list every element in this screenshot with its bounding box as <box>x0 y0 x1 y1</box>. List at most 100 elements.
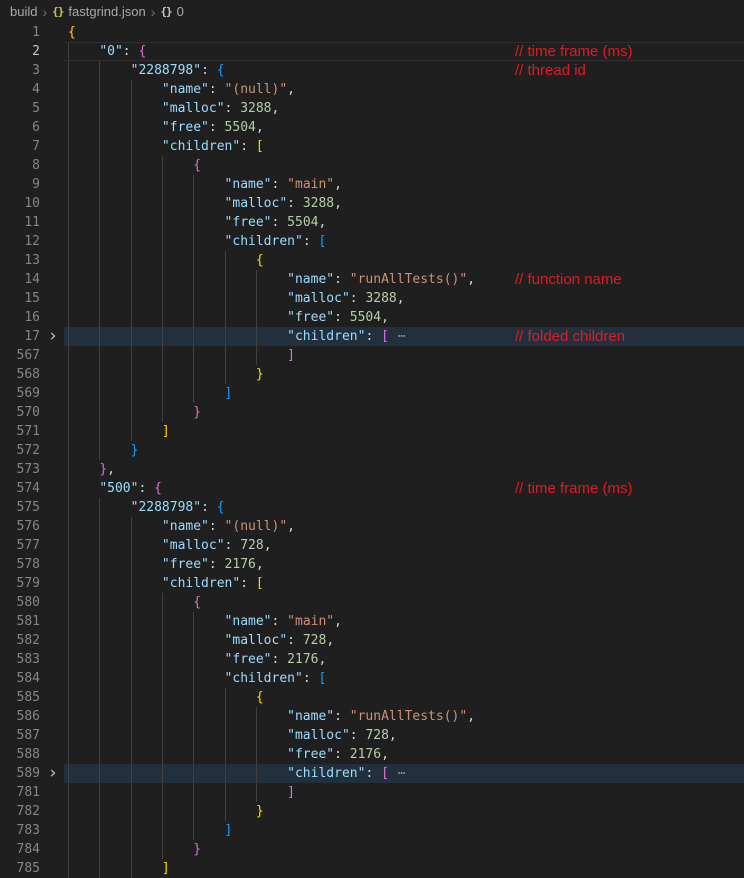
line-number[interactable]: 782 <box>16 804 40 819</box>
indent-guide <box>99 137 101 156</box>
line-number[interactable]: 15 <box>24 291 40 306</box>
code-line-7[interactable]: 7 "children": [ <box>0 137 744 156</box>
code-line-570[interactable]: 570 } <box>0 403 744 422</box>
line-number[interactable]: 7 <box>32 139 40 154</box>
code-line-3[interactable]: 3 "2288798": {// thread id <box>0 61 744 80</box>
code-line-567[interactable]: 567 ] <box>0 346 744 365</box>
editor[interactable]: 1{2 "0": {// time frame (ms) 3 "2288798":… <box>0 23 744 878</box>
code-line-581[interactable]: 581 "name": "main", <box>0 612 744 631</box>
code-line-1[interactable]: 1{ <box>0 23 744 42</box>
code-line-576[interactable]: 576 "name": "(null)", <box>0 517 744 536</box>
line-number[interactable]: 582 <box>16 633 40 648</box>
indent-guide <box>130 612 132 631</box>
code-line-573[interactable]: 573 }, <box>0 460 744 479</box>
code-line-587[interactable]: 587 "malloc": 728, <box>0 726 744 745</box>
fold-chevron-icon[interactable]: › <box>49 326 57 346</box>
code-line-782[interactable]: 782 } <box>0 802 744 821</box>
line-number[interactable]: 585 <box>16 690 40 705</box>
line-number[interactable]: 584 <box>16 671 40 686</box>
code-line-6[interactable]: 6 "free": 5504, <box>0 118 744 137</box>
code-line-578[interactable]: 578 "free": 2176, <box>0 555 744 574</box>
code-line-4[interactable]: 4 "name": "(null)", <box>0 80 744 99</box>
line-number[interactable]: 580 <box>16 595 40 610</box>
code-line-574[interactable]: 574 "500": {// time frame (ms) <box>0 479 744 498</box>
indent-guide <box>161 612 163 631</box>
code-line-583[interactable]: 583 "free": 2176, <box>0 650 744 669</box>
code-line-781[interactable]: 781 ] <box>0 783 744 802</box>
line-number[interactable]: 10 <box>24 196 40 211</box>
code-line-584[interactable]: 584 "children": [ <box>0 669 744 688</box>
line-number[interactable]: 578 <box>16 557 40 572</box>
line-number[interactable]: 12 <box>24 234 40 249</box>
line-number[interactable]: 784 <box>16 842 40 857</box>
code-line-585[interactable]: 585 { <box>0 688 744 707</box>
code-line-580[interactable]: 580 { <box>0 593 744 612</box>
code-text: "free": 5504, <box>68 308 389 327</box>
code-line-17[interactable]: 17 › "children": [ ⋯ // folded children <box>0 327 744 346</box>
line-number[interactable]: 4 <box>32 82 40 97</box>
line-number[interactable]: 570 <box>16 405 40 420</box>
code-line-577[interactable]: 577 "malloc": 728, <box>0 536 744 555</box>
line-number[interactable]: 581 <box>16 614 40 629</box>
code-line-9[interactable]: 9 "name": "main", <box>0 175 744 194</box>
line-number[interactable]: 569 <box>16 386 40 401</box>
breadcrumb-item-filename[interactable]: fastgrind.json <box>68 4 146 19</box>
code-line-579[interactable]: 579 "children": [ <box>0 574 744 593</box>
line-number[interactable]: 588 <box>16 747 40 762</box>
line-number[interactable]: 2 <box>32 44 40 59</box>
line-number[interactable]: 567 <box>16 348 40 363</box>
line-number[interactable]: 589 <box>16 766 40 781</box>
indent-guide <box>130 669 132 688</box>
code-line-588[interactable]: 588 "free": 2176, <box>0 745 744 764</box>
fold-chevron-icon[interactable]: › <box>49 763 57 783</box>
line-number[interactable]: 572 <box>16 443 40 458</box>
line-number[interactable]: 579 <box>16 576 40 591</box>
code-line-5[interactable]: 5 "malloc": 3288, <box>0 99 744 118</box>
code-line-11[interactable]: 11 "free": 5504, <box>0 213 744 232</box>
line-number[interactable]: 568 <box>16 367 40 382</box>
code-line-568[interactable]: 568 } <box>0 365 744 384</box>
line-number[interactable]: 576 <box>16 519 40 534</box>
line-number[interactable]: 1 <box>32 25 40 40</box>
code-line-582[interactable]: 582 "malloc": 728, <box>0 631 744 650</box>
line-number[interactable]: 6 <box>32 120 40 135</box>
code-line-783[interactable]: 783 ] <box>0 821 744 840</box>
line-number[interactable]: 571 <box>16 424 40 439</box>
line-number[interactable]: 574 <box>16 481 40 496</box>
line-number[interactable]: 5 <box>32 101 40 116</box>
line-number[interactable]: 8 <box>32 158 40 173</box>
breadcrumb-item-build[interactable]: build <box>10 4 38 19</box>
line-number[interactable]: 14 <box>24 272 40 287</box>
code-line-13[interactable]: 13 { <box>0 251 744 270</box>
code-line-571[interactable]: 571 ] <box>0 422 744 441</box>
code-line-784[interactable]: 784 } <box>0 840 744 859</box>
line-number[interactable]: 577 <box>16 538 40 553</box>
line-number[interactable]: 17 <box>24 329 40 344</box>
code-line-15[interactable]: 15 "malloc": 3288, <box>0 289 744 308</box>
line-number[interactable]: 783 <box>16 823 40 838</box>
code-line-2[interactable]: 2 "0": {// time frame (ms) <box>0 42 744 61</box>
line-number[interactable]: 781 <box>16 785 40 800</box>
code-line-12[interactable]: 12 "children": [ <box>0 232 744 251</box>
code-line-14[interactable]: 14 "name": "runAllTests()", // function n… <box>0 270 744 289</box>
line-number[interactable]: 573 <box>16 462 40 477</box>
line-number[interactable]: 586 <box>16 709 40 724</box>
code-line-586[interactable]: 586 "name": "runAllTests()", <box>0 707 744 726</box>
code-line-569[interactable]: 569 ] <box>0 384 744 403</box>
code-line-589[interactable]: 589 › "children": [ ⋯ <box>0 764 744 783</box>
line-number[interactable]: 583 <box>16 652 40 667</box>
code-line-572[interactable]: 572 } <box>0 441 744 460</box>
line-number[interactable]: 11 <box>24 215 40 230</box>
line-number[interactable]: 3 <box>32 63 40 78</box>
indent-guide <box>193 308 195 327</box>
code-line-8[interactable]: 8 { <box>0 156 744 175</box>
code-line-10[interactable]: 10 "malloc": 3288, <box>0 194 744 213</box>
line-number[interactable]: 9 <box>32 177 40 192</box>
code-line-575[interactable]: 575 "2288798": { <box>0 498 744 517</box>
breadcrumb-item-symbol-0[interactable]: 0 <box>176 4 184 19</box>
line-number[interactable]: 16 <box>24 310 40 325</box>
code-line-16[interactable]: 16 "free": 5504, <box>0 308 744 327</box>
line-number[interactable]: 13 <box>24 253 40 268</box>
line-number[interactable]: 587 <box>16 728 40 743</box>
line-number[interactable]: 575 <box>16 500 40 515</box>
